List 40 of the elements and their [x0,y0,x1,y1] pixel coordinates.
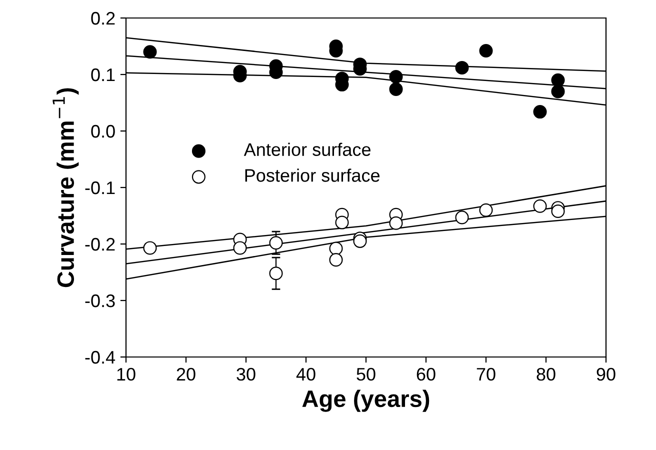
y-tick-label: -0.1 [85,181,115,194]
point [479,203,493,217]
point [335,216,349,230]
x-tick-label: 80 [536,368,556,381]
point [551,84,565,98]
point [533,105,547,119]
point [389,70,403,84]
point [269,266,283,280]
x-tick-label: 40 [296,368,316,381]
point [389,82,403,96]
x-axis-title: Age (years) [302,390,430,412]
point [479,44,493,58]
point [551,73,565,87]
point [533,199,547,213]
y-tick-label: -0.2 [85,238,115,251]
point [143,45,157,59]
x-tick-label: 20 [176,368,196,381]
point [269,236,283,250]
legend-label: Anterior surface [244,142,370,156]
y-tick-label: 0.0 [91,124,115,138]
y-tick-label: -0.3 [85,294,115,308]
point [455,60,469,74]
x-tick-label: 60 [416,368,436,381]
point [353,234,367,248]
point [329,253,343,267]
point [143,241,157,255]
x-tick-label: 70 [476,368,496,381]
y-tick-label: 0.2 [91,12,115,25]
point [455,210,469,224]
point [233,241,247,255]
y-tick-label: -0.4 [85,350,116,364]
y-tick-label: 0.1 [91,68,115,82]
x-tick-label: 30 [236,368,256,381]
point [551,204,565,218]
x-tick-label: 90 [596,368,616,381]
legend-label: Posterior surface [245,168,380,182]
x-tick-label: 50 [356,368,376,381]
point [389,216,403,230]
x-tick-label: 10 [117,368,136,381]
y-axis-title: Curvature (mm$^{−1}$) [52,88,79,288]
